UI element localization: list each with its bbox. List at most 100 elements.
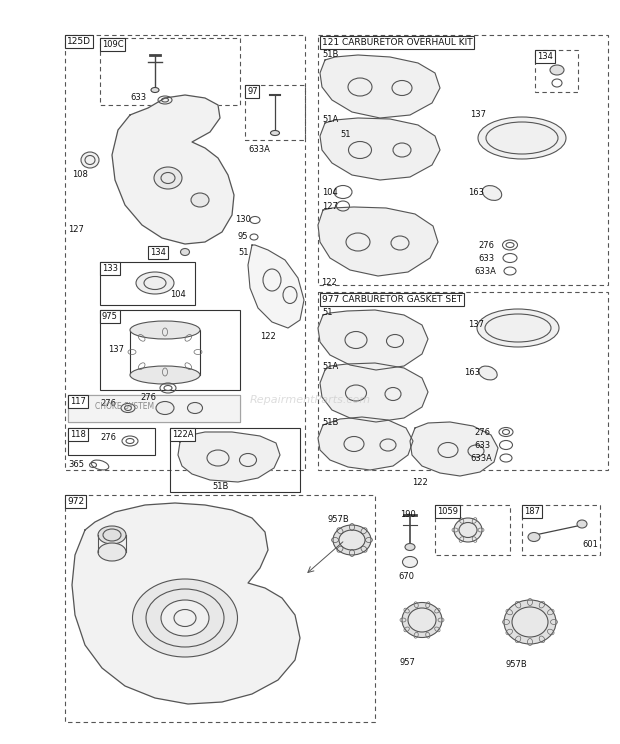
Text: 97: 97 [247,87,258,96]
Ellipse shape [136,272,174,294]
Ellipse shape [98,543,126,561]
Text: 601: 601 [582,540,598,549]
Polygon shape [320,363,428,422]
Text: 977 CARBURETOR GASKET SET: 977 CARBURETOR GASKET SET [322,295,462,304]
Ellipse shape [270,130,280,135]
Text: 957B: 957B [505,660,527,669]
Polygon shape [318,207,438,276]
Text: 127: 127 [68,225,84,234]
Ellipse shape [81,152,99,168]
Text: 133: 133 [102,264,118,273]
Ellipse shape [187,403,203,414]
Ellipse shape [154,167,182,189]
Text: 163: 163 [468,188,484,197]
Ellipse shape [408,608,436,632]
Ellipse shape [98,526,126,544]
Ellipse shape [130,321,200,339]
Ellipse shape [550,65,564,75]
Polygon shape [318,310,428,370]
Text: 957: 957 [400,658,416,667]
Ellipse shape [477,309,559,347]
Ellipse shape [180,248,190,255]
Polygon shape [318,417,413,470]
Polygon shape [320,118,440,180]
Ellipse shape [191,193,209,207]
Bar [68,395,240,422]
Ellipse shape [402,557,417,568]
Ellipse shape [333,525,371,555]
Text: 163: 163 [464,368,480,377]
Text: 276: 276 [474,428,490,437]
Text: 633: 633 [130,93,146,102]
Text: 122: 122 [260,332,276,341]
Ellipse shape [482,185,502,200]
Ellipse shape [133,579,237,657]
Text: 51: 51 [238,248,249,257]
Ellipse shape [339,530,365,550]
Polygon shape [320,55,440,118]
Text: 190: 190 [400,510,416,519]
Text: 137: 137 [468,320,484,329]
Ellipse shape [504,600,556,644]
Text: 51: 51 [322,308,332,317]
Text: 118: 118 [70,430,86,439]
Text: 125D: 125D [67,37,91,46]
Text: 121 CARBURETOR OVERHAUL KIT: 121 CARBURETOR OVERHAUL KIT [322,38,472,47]
Text: 108: 108 [72,170,88,179]
Text: 276: 276 [100,399,116,408]
Text: 51A: 51A [322,362,339,371]
Text: 633A: 633A [474,267,496,276]
Ellipse shape [156,402,174,414]
Text: 957B: 957B [328,515,350,524]
Polygon shape [112,95,234,244]
Ellipse shape [454,518,482,542]
Text: 51B: 51B [212,482,228,491]
Ellipse shape [402,603,442,638]
Text: 365: 365 [68,460,84,469]
Text: 95: 95 [238,232,249,241]
Ellipse shape [512,607,548,637]
Text: 187: 187 [524,507,540,516]
Text: RepairmentParts.com: RepairmentParts.com [249,395,371,405]
Text: 104: 104 [170,290,186,299]
Text: 117: 117 [70,397,86,406]
Text: 276: 276 [140,393,156,402]
Text: 51: 51 [340,130,350,139]
Text: 134: 134 [150,248,166,257]
Ellipse shape [161,600,209,636]
Text: 122: 122 [412,478,428,487]
Ellipse shape [478,117,566,159]
Ellipse shape [528,533,540,542]
Text: 122: 122 [321,278,337,287]
Ellipse shape [577,520,587,528]
Text: 51B: 51B [322,50,339,59]
Text: 104: 104 [322,188,338,197]
Text: 972: 972 [67,497,84,506]
Text: 276: 276 [100,433,116,442]
Text: 134: 134 [537,52,553,61]
Text: 51B: 51B [322,418,339,427]
Text: 670: 670 [398,572,414,581]
Text: 633A: 633A [470,454,492,463]
Text: 633: 633 [478,254,494,263]
Ellipse shape [130,366,200,384]
Polygon shape [72,503,300,704]
Polygon shape [410,422,498,476]
Text: 633A: 633A [248,145,270,154]
Text: 137: 137 [470,110,486,119]
Polygon shape [248,245,304,328]
Text: CHOKE SYSTEM: CHOKE SYSTEM [95,402,154,411]
Ellipse shape [405,544,415,551]
Text: 127: 127 [322,202,338,211]
Text: 130: 130 [235,215,251,224]
Text: 51A: 51A [322,115,339,124]
Text: 122A: 122A [172,430,193,439]
Text: 276: 276 [478,241,494,250]
Polygon shape [178,432,280,482]
Ellipse shape [146,589,224,647]
Text: 1059: 1059 [437,507,458,516]
Ellipse shape [151,88,159,92]
Text: 633: 633 [474,441,490,450]
Text: 975: 975 [102,312,118,321]
Text: 109C: 109C [102,40,123,49]
